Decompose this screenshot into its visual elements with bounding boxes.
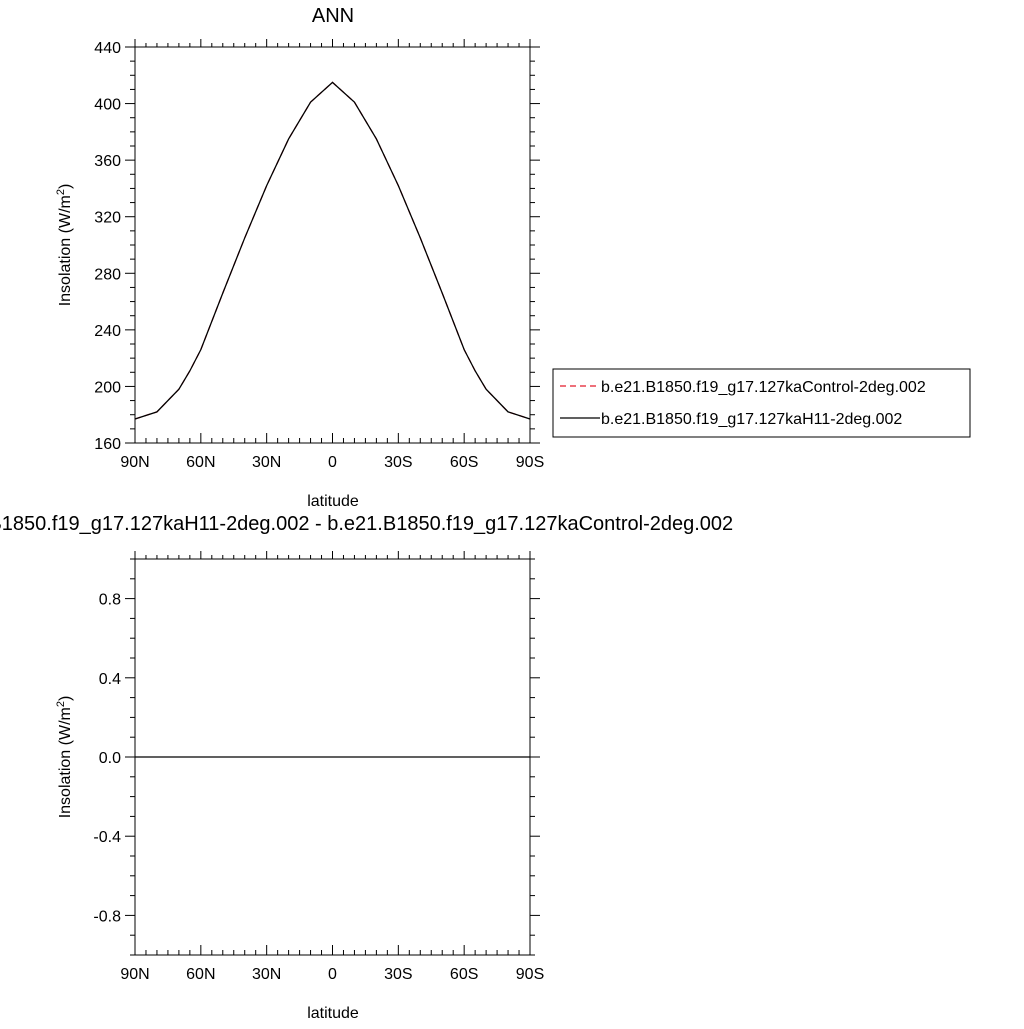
top-x-tick-label: 90S	[516, 454, 544, 471]
bottom-y-tick-label: 0.4	[99, 671, 121, 688]
legend-label-control: b.e21.B1850.f19_g17.127kaControl-2deg.00…	[601, 379, 926, 396]
top-series-line-1	[134, 81, 531, 420]
top-y-tick-label: 400	[94, 97, 121, 114]
top-x-tick-label: 0	[328, 454, 337, 471]
bottom-x-tick-label: 30N	[252, 966, 281, 983]
top-x-axis-title: latitude	[307, 493, 359, 510]
top-y-tick-label: 280	[94, 266, 121, 283]
top-x-tick-label: 60N	[186, 454, 215, 471]
top-y-tick-label: 160	[94, 436, 121, 453]
top-y-tick-label: 360	[94, 153, 121, 170]
top-panel: ANN latitude Insolation (W/m2) 90N 60N 30N…	[55, 5, 544, 510]
top-plot-frame	[134, 46, 531, 444]
bottom-x-tick-label: 90N	[120, 966, 149, 983]
top-y-axis-title: Insolation (W/m2)	[55, 184, 74, 307]
bottom-x-tick-label: 30S	[384, 966, 412, 983]
top-x-tick-label: 30N	[252, 454, 281, 471]
bottom-y-tick-label: -0.8	[93, 908, 121, 925]
bottom-y-tick-label: 0.8	[99, 592, 121, 609]
legend: b.e21.B1850.f19_g17.127kaControl-2deg.00…	[552, 368, 971, 438]
bottom-x-tick-label: 60N	[186, 966, 215, 983]
top-x-tick-label: 60S	[450, 454, 478, 471]
bottom-y-tick-label: -0.4	[93, 829, 121, 846]
bottom-x-tick-label: 0	[328, 966, 337, 983]
bottom-x-tick-label: 60S	[450, 966, 478, 983]
legend-box	[552, 368, 971, 438]
bottom-y-tick-label: 0.0	[99, 750, 121, 767]
top-plot-title: ANN	[312, 5, 354, 27]
top-y-tick-label: 240	[94, 323, 121, 340]
bottom-panel: b.e21.B1850.f19_g17.127kaH11-2deg.002 - …	[0, 513, 733, 1022]
bottom-x-axis-title: latitude	[307, 1005, 359, 1022]
bottom-plot-title: b.e21.B1850.f19_g17.127kaH11-2deg.002 - …	[0, 513, 733, 535]
bottom-x-tick-label: 90S	[516, 966, 544, 983]
top-series-line-0	[134, 81, 531, 420]
top-y-tick-label: 440	[94, 40, 121, 57]
legend-label-h11: b.e21.B1850.f19_g17.127kaH11-2deg.002	[601, 411, 902, 428]
top-x-tick-label: 30S	[384, 454, 412, 471]
top-x-tick-label: 90N	[120, 454, 149, 471]
top-y-tick-label: 320	[94, 210, 121, 227]
top-y-tick-label: 200	[94, 379, 121, 396]
bottom-y-axis-title: Insolation (W/m2)	[55, 696, 74, 819]
